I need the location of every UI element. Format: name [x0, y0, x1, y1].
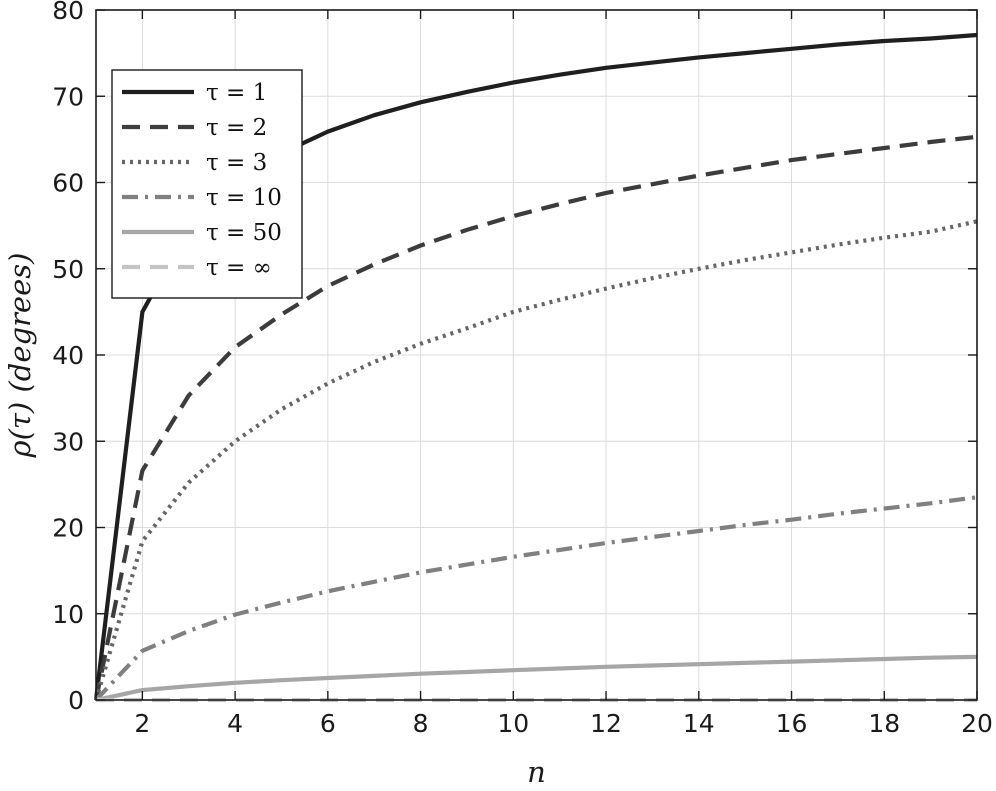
x-tick-label: 18	[868, 709, 900, 738]
series-line-5	[95, 654, 978, 703]
y-tick-label: 40	[52, 341, 84, 370]
y-tick-label: 70	[52, 82, 84, 111]
legend-label-3: τ = 3	[206, 150, 267, 176]
y-tick-label: 60	[52, 169, 84, 198]
series-line-3	[93, 219, 978, 701]
x-tick-label: 16	[776, 709, 808, 738]
legend-label-1: τ = 1	[206, 80, 267, 106]
series-line-4	[94, 495, 978, 702]
y-tick-label: 20	[52, 514, 84, 543]
series-line-2	[93, 134, 978, 701]
x-tick-label: 2	[134, 709, 150, 738]
x-tick-label: 10	[497, 709, 529, 738]
axis-ticks: 2 4 6 8 10 12 14 16 18 20 0 10 20 30 40 50 60 70 80	[52, 0, 993, 738]
y-tick-label: 80	[52, 0, 84, 25]
x-tick-label: 14	[683, 709, 715, 738]
legend-label-4: τ = 10	[206, 185, 282, 211]
x-tick-label: 12	[590, 709, 622, 738]
y-axis-label: ρ(τ) (degrees)	[3, 253, 37, 459]
x-tick-label: 20	[961, 709, 993, 738]
x-tick-label: 8	[413, 709, 429, 738]
legend-box	[111, 69, 303, 299]
y-tick-label: 10	[52, 600, 84, 629]
y-tick-label: 30	[52, 427, 84, 456]
legend-label-2: τ = 2	[206, 115, 267, 141]
x-tick-label: 4	[227, 709, 243, 738]
legend: τ = 1 τ = 2 τ = 3 τ = 10 τ = 50 τ = ∞	[111, 69, 303, 299]
legend-label-5: τ = 50	[206, 220, 282, 246]
x-axis-label: n	[527, 755, 546, 789]
x-tick-label: 6	[320, 709, 336, 738]
y-tick-label: 50	[52, 255, 84, 284]
y-tick-label: 0	[68, 686, 84, 715]
legend-label-6: τ = ∞	[206, 255, 272, 281]
